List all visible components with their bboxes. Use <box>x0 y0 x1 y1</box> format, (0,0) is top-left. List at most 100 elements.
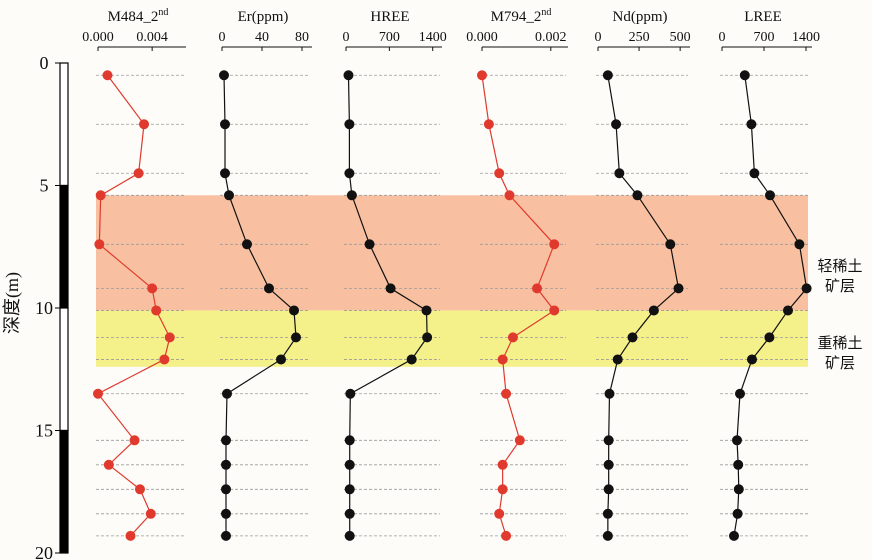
zone-label-heavy-ree-line2: 矿层 <box>825 355 855 372</box>
data-point-3-5 <box>364 239 375 250</box>
data-point-1-15 <box>125 530 136 541</box>
data-point-3-13 <box>344 484 355 495</box>
data-point-5-10 <box>604 388 615 399</box>
data-point-3-3 <box>344 168 355 179</box>
data-point-2-10 <box>222 388 232 399</box>
panel-title-1: M484_2nd <box>108 7 169 25</box>
panel-title-4: M794_2nd <box>491 7 552 25</box>
x-tick-label-5-3: 500 <box>670 30 691 45</box>
data-point-2-6 <box>264 283 274 294</box>
data-point-5-3 <box>614 168 625 179</box>
data-point-1-14 <box>145 508 156 519</box>
zone-bands <box>96 195 808 367</box>
data-point-5-14 <box>602 508 613 519</box>
data-point-2-8 <box>291 332 301 343</box>
data-point-3-11 <box>344 435 355 446</box>
x-tick-label-5-1: 0 <box>595 30 602 45</box>
scale-bar-segment-2 <box>59 184 69 309</box>
panel-title-5: Nd(ppm) <box>613 9 668 25</box>
data-point-6-7 <box>783 305 793 316</box>
scale-bar-segment-1 <box>59 62 69 187</box>
panel-title-6: LREE <box>744 9 782 25</box>
data-point-1-7 <box>151 305 162 316</box>
data-point-2-4 <box>224 190 234 201</box>
data-point-4-14 <box>494 508 505 519</box>
zone-band-2 <box>96 310 808 367</box>
zone-label-heavy-ree-line1: 重稀土 <box>817 335 862 352</box>
data-point-1-5 <box>94 239 105 250</box>
data-point-5-2 <box>611 119 622 130</box>
data-point-4-4 <box>504 190 515 201</box>
depth-tick-label-5: 20 <box>35 543 53 560</box>
x-tick-label-5-2: 250 <box>629 30 650 45</box>
panel-2: Er(ppm) 0 40 80 <box>219 9 312 541</box>
x-tick-label-4-1: 0.000 <box>466 30 498 45</box>
data-point-6-8 <box>764 332 775 343</box>
scale-bar-segment-3 <box>59 307 69 432</box>
data-point-5-11 <box>603 435 614 446</box>
data-point-4-2 <box>483 119 494 130</box>
depth-tick-label-2: 5 <box>40 176 49 196</box>
data-point-4-15 <box>501 530 512 541</box>
x-tick-label-1-1: 0.000 <box>82 30 114 45</box>
data-point-3-1 <box>343 70 354 81</box>
data-point-2-7 <box>289 305 299 316</box>
data-point-5-12 <box>603 459 614 470</box>
x-tick-label-3-3: 1400 <box>419 30 447 45</box>
x-tick-label-2-3: 80 <box>295 30 309 45</box>
data-point-3-6 <box>385 283 396 294</box>
data-point-1-8 <box>164 332 175 343</box>
data-point-2-1 <box>219 70 229 81</box>
panel-6: LREE 0 700 1400 <box>719 9 820 541</box>
data-point-6-13 <box>733 484 744 495</box>
x-tick-label-3-1: 0 <box>343 30 350 45</box>
data-point-2-14 <box>221 508 231 519</box>
zone-labels: 轻稀土 矿层 重稀土 矿层 <box>817 258 862 372</box>
data-point-3-4 <box>346 190 357 201</box>
data-point-4-7 <box>549 305 560 316</box>
data-point-5-4 <box>632 190 643 201</box>
data-point-5-7 <box>648 305 659 316</box>
data-point-2-15 <box>221 530 231 541</box>
x-tick-label-6-1: 0 <box>719 30 726 45</box>
data-point-4-9 <box>497 354 508 365</box>
panel-5: Nd(ppm) 0 250 500 <box>595 9 691 541</box>
data-point-1-4 <box>95 190 106 201</box>
panel-title-2: Er(ppm) <box>238 9 289 25</box>
zone-label-light-ree-line2: 矿层 <box>825 278 855 295</box>
zone-label-light-ree-line1: 轻稀土 <box>817 258 862 275</box>
data-point-3-10 <box>345 388 356 399</box>
panel-title-sup-4: nd <box>541 7 551 18</box>
depth-tick-label-3: 10 <box>35 298 53 318</box>
data-point-1-2 <box>139 119 150 130</box>
x-tick-label-6-2: 700 <box>754 30 775 45</box>
depth-axis-label: 深度(m) <box>2 272 23 334</box>
data-point-4-10 <box>501 388 512 399</box>
data-point-1-1 <box>102 70 113 81</box>
data-point-1-9 <box>159 354 170 365</box>
data-point-6-1 <box>739 70 750 81</box>
scale-bar-segment-4 <box>59 429 69 554</box>
data-point-5-1 <box>602 70 613 81</box>
data-point-6-12 <box>733 459 744 470</box>
data-point-6-11 <box>732 435 742 446</box>
data-point-6-3 <box>749 168 760 179</box>
data-point-6-14 <box>732 508 743 519</box>
data-point-6-6 <box>801 283 812 294</box>
data-point-4-8 <box>507 332 518 343</box>
data-point-6-9 <box>747 354 757 365</box>
data-point-2-11 <box>221 435 231 446</box>
data-point-6-2 <box>746 119 757 130</box>
x-tick-label-1-2: 0.004 <box>136 30 168 45</box>
panel-1: M484_2nd 0.000 0.004 <box>82 7 186 541</box>
data-point-1-11 <box>129 435 140 446</box>
data-point-3-7 <box>421 305 432 316</box>
zone-band-1 <box>96 195 808 311</box>
data-point-5-9 <box>612 354 623 365</box>
data-point-3-12 <box>344 459 355 470</box>
x-tick-label-3-2: 700 <box>379 30 400 45</box>
depth-tick-label-1: 0 <box>40 53 49 73</box>
data-point-3-14 <box>344 508 355 519</box>
panel-title-3: HREE <box>370 9 409 25</box>
